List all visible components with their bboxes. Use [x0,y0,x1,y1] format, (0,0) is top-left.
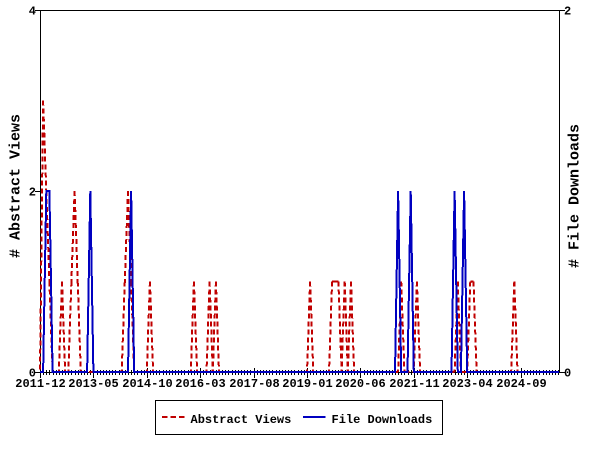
svg-text:0: 0 [564,367,571,381]
svg-text:2014-10: 2014-10 [122,377,172,391]
svg-text:# Abstract Views: # Abstract Views [8,114,25,258]
svg-text:Abstract Views: Abstract Views [191,413,292,427]
svg-text:2011-12: 2011-12 [15,377,65,391]
svg-text:File Downloads: File Downloads [332,413,433,427]
svg-text:2023-04: 2023-04 [442,377,492,391]
svg-text:2020-06: 2020-06 [335,377,385,391]
svg-text:2019-01: 2019-01 [282,377,332,391]
svg-text:2013-05: 2013-05 [68,377,118,391]
svg-text:2016-03: 2016-03 [175,377,225,391]
svg-text:# File Downloads: # File Downloads [567,124,584,268]
svg-text:2: 2 [564,5,571,19]
svg-text:2024-09: 2024-09 [496,377,546,391]
svg-text:2: 2 [29,186,36,200]
svg-text:4: 4 [29,5,36,19]
svg-text:2017-08: 2017-08 [229,377,279,391]
svg-text:2021-11: 2021-11 [389,377,439,391]
svg-text:0: 0 [29,367,36,381]
